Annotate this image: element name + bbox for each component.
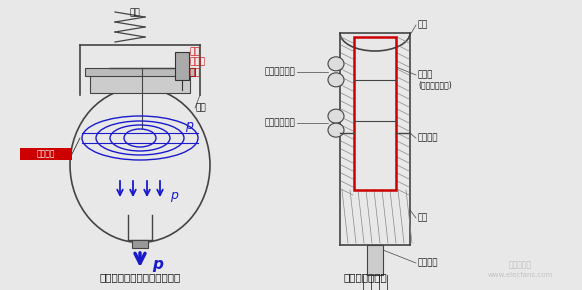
Text: 基座: 基座 <box>418 213 428 222</box>
Text: 压力入口: 压力入口 <box>418 258 438 267</box>
Text: 真空膜盒: 真空膜盒 <box>37 150 55 159</box>
Text: 谐振筒式压力传: 谐振筒式压力传 <box>343 272 387 282</box>
Text: 电磁检测线圈: 电磁检测线圈 <box>264 119 295 128</box>
Text: 电子发烧友: 电子发烧友 <box>509 260 531 269</box>
Text: 电磁激励线圈: 电磁激励线圈 <box>264 67 295 76</box>
Bar <box>90 75 190 93</box>
Ellipse shape <box>328 73 344 87</box>
Text: 弹簧: 弹簧 <box>130 8 140 17</box>
Text: 外壳: 外壳 <box>418 21 428 30</box>
Ellipse shape <box>328 57 344 71</box>
Bar <box>132 240 148 248</box>
Text: www.elecfans.com: www.elecfans.com <box>487 272 553 278</box>
Bar <box>175 52 189 80</box>
Ellipse shape <box>328 109 344 123</box>
Text: 电刷: 电刷 <box>190 48 201 57</box>
Text: (谐振敏感元件): (谐振敏感元件) <box>418 81 452 90</box>
Bar <box>20 148 72 160</box>
Text: 圆柱壳: 圆柱壳 <box>418 70 434 79</box>
Text: 电位器式真空膜盒压力传感器: 电位器式真空膜盒压力传感器 <box>100 272 180 282</box>
Bar <box>85 68 195 76</box>
Text: 壳体: 壳体 <box>195 104 206 113</box>
Bar <box>367 245 383 275</box>
Bar <box>354 37 396 190</box>
Text: p: p <box>185 119 193 133</box>
Text: p: p <box>152 258 163 273</box>
Text: 支撑骨架: 支撑骨架 <box>418 134 438 143</box>
Ellipse shape <box>328 123 344 137</box>
Text: 引线: 引线 <box>190 68 201 77</box>
Text: 电位器: 电位器 <box>190 57 206 66</box>
Text: p: p <box>170 188 178 202</box>
Text: u: u <box>175 50 181 60</box>
